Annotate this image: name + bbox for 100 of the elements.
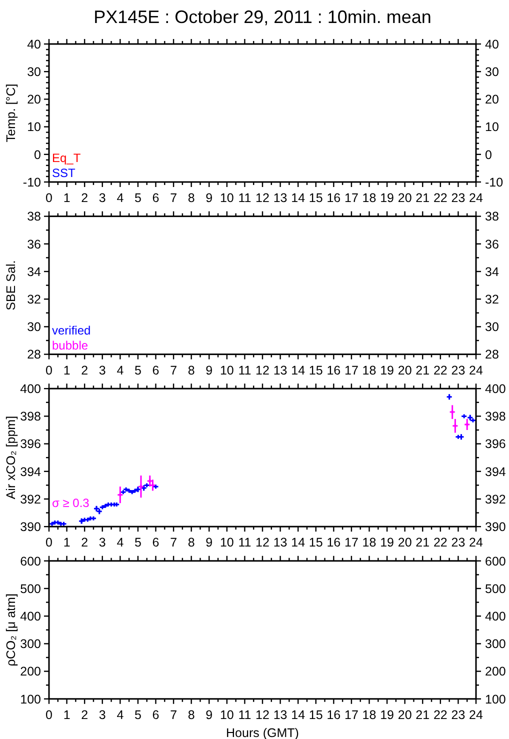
x-tick-label: 21 <box>416 536 430 550</box>
x-tick-label: 19 <box>380 708 394 722</box>
y-tick-label: 32 <box>27 292 42 306</box>
y2-tick-label: 36 <box>485 237 499 252</box>
y2-tick-label: 28 <box>485 348 499 362</box>
y2-tick-label: 20 <box>485 92 499 107</box>
x-tick-label: 18 <box>362 536 376 550</box>
x-tick-label: 10 <box>220 536 234 550</box>
x-tick-label: 9 <box>206 536 213 550</box>
y-tick-label: 500 <box>20 582 42 596</box>
x-tick-label: 0 <box>46 363 53 378</box>
y2-tick-label: 100 <box>485 692 506 706</box>
x-tick-label: 22 <box>433 191 448 205</box>
y-tick-label: 34 <box>27 264 42 279</box>
x-tick-label: 13 <box>273 191 288 205</box>
x-tick-label: 7 <box>170 536 178 550</box>
y-axis-title: ρCO₂ [μ atm] <box>4 594 18 666</box>
x-tick-label: 1 <box>63 191 70 205</box>
y-tick-label: 600 <box>20 554 42 568</box>
x-tick-label: 24 <box>469 708 483 722</box>
x-tick-label: 5 <box>134 363 142 378</box>
x-tick-label: 2 <box>81 708 88 722</box>
x-tick-label: 23 <box>451 536 466 550</box>
y-tick-label: 394 <box>20 464 42 479</box>
text: σ ≥ 0.3 <box>52 496 90 510</box>
x-tick-label: 17 <box>344 191 358 205</box>
x-tick-label: 23 <box>451 191 466 205</box>
x-tick-label: 16 <box>326 536 341 550</box>
x-tick-label: 7 <box>170 363 178 378</box>
x-tick-label: 15 <box>308 536 323 550</box>
x-tick-label: 3 <box>98 536 106 550</box>
y2-tick-label: 390 <box>485 520 506 534</box>
x-tick-label: 9 <box>206 191 213 205</box>
x-tick-label: 1 <box>63 536 70 550</box>
annotation: bubble <box>52 338 88 352</box>
x-tick-label: 2 <box>81 363 88 378</box>
y2-tick-label: 30 <box>485 64 499 79</box>
x-tick-label: 15 <box>308 708 323 722</box>
y2-tick-label: 200 <box>485 664 506 679</box>
x-tick-label: 21 <box>416 363 430 378</box>
y-tick-label: 30 <box>27 320 42 334</box>
x-tick-label: 20 <box>398 363 412 378</box>
x-tick-label: 12 <box>256 708 270 722</box>
y-tick-label: 400 <box>20 609 42 624</box>
x-tick-label: 7 <box>170 708 178 722</box>
x-tick-label: 0 <box>46 536 53 550</box>
x-tick-label: 21 <box>416 708 430 722</box>
y2-tick-label: 400 <box>485 609 506 624</box>
y2-tick-label: 30 <box>485 320 499 334</box>
y-tick-label: 396 <box>20 437 42 452</box>
x-tick-label: 0 <box>46 191 53 205</box>
x-tick-label: 22 <box>433 536 448 550</box>
x-tick-label: 5 <box>134 536 142 550</box>
annotation: verified <box>52 324 91 338</box>
y-tick-label: -10 <box>22 175 42 190</box>
x-tick-label: 12 <box>256 536 270 550</box>
x-tick-label: 10 <box>220 191 234 205</box>
x-tick-label: 2 <box>81 536 88 550</box>
x-tick-label: 10 <box>220 708 234 722</box>
y2-tick-label: 34 <box>485 264 499 279</box>
x-tick-label: 8 <box>188 708 195 722</box>
x-tick-label: 17 <box>344 708 358 722</box>
x-tick-label: 13 <box>273 536 288 550</box>
y-tick-label: 28 <box>27 348 42 362</box>
y2-tick-label: 392 <box>485 492 506 506</box>
y2-tick-label: 38 <box>485 210 499 224</box>
y2-tick-label: 600 <box>485 554 506 568</box>
y-tick-label: 400 <box>20 382 42 396</box>
x-tick-label: 14 <box>291 363 306 378</box>
x-tick-label: 24 <box>469 191 483 205</box>
x-tick-label: 5 <box>134 191 142 205</box>
x-tick-label: 14 <box>291 536 306 550</box>
x-tick-label: 23 <box>451 708 466 722</box>
x-tick-label: 19 <box>380 536 394 550</box>
y-axis-title: SBE Sal. <box>4 260 18 310</box>
y-axis-title: Air xCO₂ [ppm] <box>4 416 18 500</box>
y2-tick-label: 500 <box>485 582 506 596</box>
x-tick-label: 1 <box>63 708 70 722</box>
y-tick-label: 100 <box>20 692 42 706</box>
y-tick-label: 36 <box>27 237 42 252</box>
x-tick-label: 3 <box>98 708 106 722</box>
x-tick-label: 2 <box>81 191 88 205</box>
y2-tick-label: 10 <box>485 120 499 134</box>
x-tick-label: 11 <box>238 536 252 550</box>
x-tick-label: 24 <box>469 363 483 378</box>
x-tick-label: 16 <box>326 363 341 378</box>
x-tick-label: 15 <box>308 363 323 378</box>
x-tick-label: 6 <box>152 536 160 550</box>
x-tick-label: 18 <box>362 708 376 722</box>
y2-tick-label: 300 <box>485 637 506 652</box>
x-tick-label: 5 <box>134 708 142 722</box>
x-tick-label: 16 <box>326 191 341 205</box>
y-tick-label: 38 <box>27 210 42 224</box>
y2-tick-label: -10 <box>485 175 504 190</box>
y-tick-label: 390 <box>20 520 42 534</box>
x-tick-label: 16 <box>326 708 341 722</box>
x-tick-label: 12 <box>256 363 270 378</box>
y-tick-label: 200 <box>20 664 42 679</box>
y2-tick-label: 394 <box>485 464 506 479</box>
x-tick-label: 3 <box>98 191 106 205</box>
